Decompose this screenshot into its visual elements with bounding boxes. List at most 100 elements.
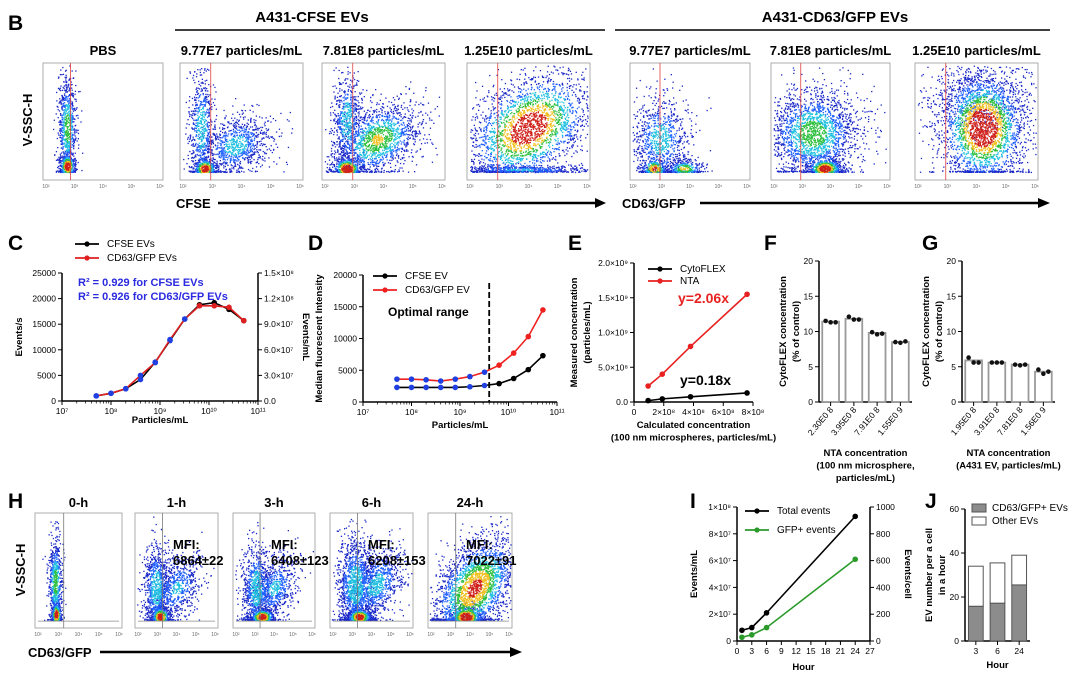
event-dot (235, 125, 238, 127)
event-dot (204, 142, 206, 145)
event-dot (353, 138, 355, 140)
event-dot (61, 130, 63, 132)
event-dot (340, 148, 342, 151)
event-dot (357, 123, 359, 126)
event-dot (239, 149, 241, 151)
event-dot (354, 106, 356, 108)
event-dot (389, 152, 392, 154)
event-dot (219, 142, 221, 145)
event-dot (362, 130, 364, 132)
event-dot (201, 118, 203, 120)
event-dot (257, 129, 259, 131)
event-dot (57, 87, 60, 89)
event-dot (342, 132, 344, 134)
event-dot (394, 146, 396, 148)
event-dot (340, 139, 343, 142)
event-dot (202, 149, 205, 152)
event-dot (242, 139, 244, 141)
event-dot (357, 156, 359, 158)
event-dot (399, 112, 401, 114)
event-dot (262, 143, 264, 145)
event-dot (256, 141, 258, 143)
event-dot (71, 141, 73, 143)
event-dot (342, 115, 344, 117)
event-dot (66, 96, 68, 98)
event-dot (71, 93, 73, 95)
event-dot (207, 132, 209, 134)
event-dot (393, 138, 395, 141)
event-dot (225, 161, 227, 163)
event-dot (183, 158, 185, 161)
event-dot (363, 122, 366, 124)
event-dot (68, 133, 70, 135)
event-dot (416, 132, 418, 135)
event-dot (66, 98, 68, 100)
event-dot (222, 142, 224, 144)
event-dot (66, 137, 68, 140)
event-dot (346, 113, 348, 115)
event-dot (341, 89, 343, 91)
event-dot (239, 140, 241, 143)
event-dot (203, 87, 206, 89)
event-dot (378, 110, 380, 113)
event-dot (67, 86, 69, 88)
event-dot (222, 157, 224, 159)
event-dot (338, 169, 340, 172)
event-dot (71, 127, 73, 129)
event-dot (391, 157, 393, 159)
event-dot (195, 154, 197, 156)
event-dot (401, 124, 403, 126)
event-dot (256, 150, 259, 153)
event-dot (247, 150, 249, 152)
event-dot (338, 77, 340, 80)
event-dot (74, 163, 77, 165)
event-dot (233, 147, 235, 149)
event-dot (64, 114, 67, 116)
event-dot (247, 159, 249, 161)
event-dot (206, 130, 208, 132)
event-dot (411, 116, 413, 118)
event-dot (397, 108, 399, 111)
event-dot (64, 164, 66, 166)
event-dot (430, 111, 432, 113)
event-dot (404, 149, 406, 152)
event-dot (254, 122, 256, 124)
event-dot (276, 146, 279, 148)
event-dot (344, 94, 346, 96)
event-dot (200, 85, 202, 87)
event-dot (345, 135, 348, 138)
event-dot (224, 127, 226, 130)
event-dot (69, 152, 71, 154)
event-dot (64, 144, 67, 146)
event-dot (67, 162, 69, 164)
event-dot (203, 87, 205, 89)
event-dot (402, 117, 404, 120)
event-dot (239, 138, 241, 140)
event-dot (68, 149, 70, 151)
event-dot (241, 113, 243, 115)
event-dot (391, 118, 393, 120)
event-dot (71, 117, 73, 120)
event-dot (204, 158, 206, 161)
event-dot (195, 101, 197, 104)
event-dot (357, 171, 359, 173)
event-dot (69, 115, 71, 117)
event-dot (233, 154, 235, 156)
event-dot (243, 158, 245, 160)
event-dot (228, 154, 230, 157)
event-dot (343, 125, 345, 127)
event-dot (68, 116, 70, 118)
event-dot (218, 156, 220, 159)
event-dot (394, 133, 396, 135)
event-dot (68, 114, 70, 116)
event-dot (253, 145, 255, 147)
event-dot (414, 116, 417, 118)
event-dot (283, 171, 285, 173)
event-dot (233, 155, 235, 157)
event-dot (365, 131, 367, 133)
event-dot (254, 135, 256, 137)
event-dot (246, 149, 249, 151)
event-dot (338, 160, 340, 163)
event-dot (353, 128, 355, 130)
event-dot (60, 136, 62, 139)
